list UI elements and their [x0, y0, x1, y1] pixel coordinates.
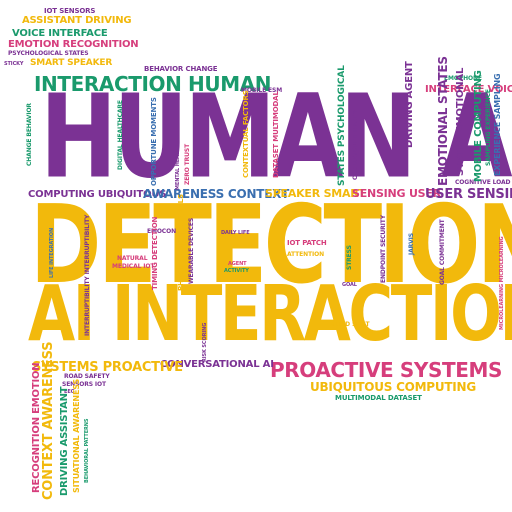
word-zero-trust: ZERO TRUST [184, 143, 191, 185]
word-sampling-experience: SAMPLING EXPERIENCE [485, 89, 492, 166]
word-behavioral-patterns: BEHAVIORAL PATTERNS [84, 418, 90, 483]
word-agent: AGENT [228, 261, 247, 267]
word-mobile-esm: MOBILE ESM [241, 87, 283, 94]
word-microlearning: MICROLEARNING MICROLEARNING [499, 236, 505, 330]
word-states-psychological: STATES PSYCHOLOGICAL [337, 65, 347, 186]
word-human-ai: HUMAN AI [40, 70, 512, 204]
word-sticky: STICKY [4, 61, 24, 67]
word-medical-iot: MEDICAL IOT [112, 263, 155, 270]
word-ubiquitous-computing: UBIQUITOUS COMPUTING [310, 380, 476, 394]
word-sensors-iot: SENSORS IOT [62, 381, 106, 388]
word-behavior-change: BEHAVIOR CHANGE [144, 65, 218, 73]
word-wearable-devices: WEARABLE DEVICES [188, 217, 195, 284]
word-ai-interaction: AI INTERACTION [28, 269, 512, 359]
word-assistant-driving: ASSISTANT DRIVING [22, 15, 132, 26]
word-detection: DETECTION [30, 183, 512, 309]
word-physiological-signals: PHYSIOLOGICAL SIGNALS [177, 194, 185, 291]
word-states-emotional: STATES EMOTIONAL [455, 67, 466, 176]
word-stress: STRESS [346, 245, 353, 270]
word-jarvis: JARVIS [408, 233, 415, 255]
word-risk-scoring: RISK SCORING [202, 322, 208, 362]
word-digital-healthcare: DIGITAL HEALTHCARE [117, 100, 124, 170]
word-interface-voice: INTERFACE VOICE [425, 84, 512, 95]
word-natural: NATURAL [117, 255, 148, 262]
word-road-safety: ROAD SAFETY [64, 373, 110, 380]
word-eeg: EEG [64, 389, 75, 395]
word-driving-agent: DRIVING AGENT [404, 61, 415, 148]
word-attention: ATTENTION [287, 251, 324, 258]
word-occlusion-therapy: OCCLUSION THERAPY [352, 109, 359, 180]
word-iot-patch: IOT PATCH [287, 239, 327, 247]
word-computing-ubiquitous: COMPUTING UBIQUITOUS [28, 189, 167, 200]
word-driving-assistant: DRIVING ASSISTANT [59, 386, 70, 496]
word-conversational-ai: CONVERSATIONAL AI [160, 359, 274, 370]
word-mobile-computing: MOBILE COMPUTING [473, 70, 484, 182]
word-goal-commitment: GOAL COMMITMENT [439, 219, 446, 285]
word-contextual-factors: CONTEXTUAL FACTORS [242, 90, 250, 178]
word-life-integration: LIFE INTEGRATION [49, 227, 55, 278]
word-mental-health: MENTAL HEALTH [175, 145, 181, 190]
word-multimodal-dataset: MULTIMODAL DATASET [335, 394, 422, 402]
word-endpoint-security: ENDPOINT SECURITY [380, 215, 387, 283]
word-user-sensing: USER SENSING [425, 187, 512, 202]
word-experience-sampling: EXPERIENCE SAMPLING [493, 73, 502, 176]
word-emophone: EMOPHONE [444, 75, 482, 82]
word-emocon: EMOCON [147, 228, 176, 235]
word-speaker-smart: SPEAKER SMART [265, 187, 366, 200]
word-blind-spot: BLIND SPOT [330, 321, 370, 328]
word-daily-life: DAILY LIFE [221, 230, 250, 236]
word-systems-proactive: SYSTEMS PROACTIVE [32, 360, 183, 375]
word-smart-speaker: SMART SPEAKER [30, 58, 113, 68]
word-voice-interface: VOICE INTERFACE [12, 28, 108, 39]
word-iot-sensors: IOT SENSORS [44, 7, 96, 15]
word-situational-awareness: SITUATIONAL AWARENESS [72, 378, 81, 493]
word-awareness-context: AWARENESS CONTEXT [143, 187, 290, 201]
word-opportune-moments: OPPORTUNE MOMENTS [150, 97, 158, 186]
word-proactive-systems: PROACTIVE SYSTEMS [270, 358, 502, 382]
word-cognitive-load: COGNITIVE LOAD [455, 179, 511, 186]
word-psychological-states: PSYCHOLOGICAL STATES [8, 50, 89, 57]
word-timing-detection: TIMING DETECTION [151, 216, 159, 290]
word-context-awareness: CONTEXT AWARENESS [41, 341, 56, 500]
word-emotion-recognition: EMOTION RECOGNITION [8, 39, 139, 50]
word-sensing-user: SENSING USER [352, 187, 441, 200]
word-dataset-multimodal: DATASET MULTIMODAL [272, 91, 280, 178]
word-emotional-states: EMOTIONAL STATES [436, 56, 450, 186]
word-goal: GOAL [342, 282, 357, 288]
word-interaction-human: INTERACTION HUMAN [34, 72, 272, 96]
word-interruptibility: INTERRUPTIBILITY INTERRUPTIBILITY [84, 214, 91, 336]
word-change-behavior: CHANGE BEHAVIOR [26, 103, 33, 166]
word-activity: ACTIVITY [224, 268, 249, 274]
